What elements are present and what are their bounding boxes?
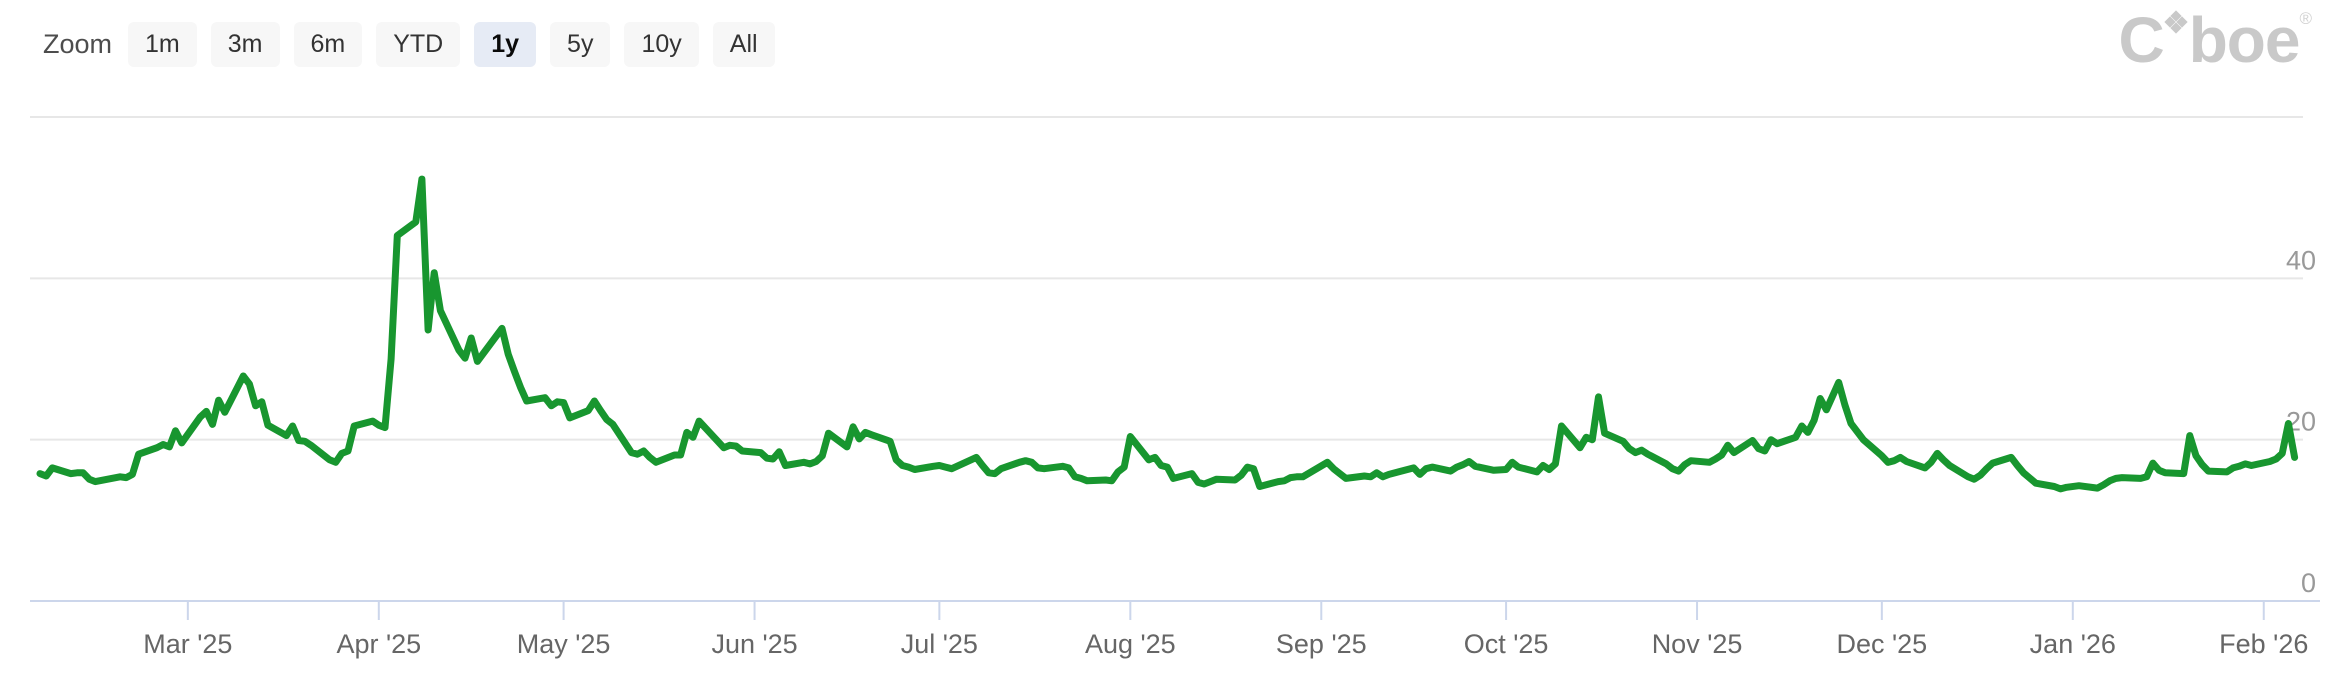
zoom-label: Zoom: [43, 29, 113, 59]
x-axis-label: Jan '26: [2030, 629, 2116, 659]
x-axis-label: Sep '25: [1276, 629, 1367, 659]
zoom-toolbar: Zoom 1m 3m 6m YTD 1y 5y 10y All: [43, 22, 775, 67]
y-axis-label-0: 0: [2301, 568, 2316, 598]
x-axis-label: May '25: [517, 629, 611, 659]
x-axis-label: Jul '25: [901, 629, 978, 659]
cboe-logo-boe: boe: [2188, 4, 2301, 76]
zoom-button-10y[interactable]: 10y: [624, 22, 699, 67]
zoom-button-ytd[interactable]: YTD: [376, 22, 461, 67]
registered-trademark: ®: [2299, 9, 2312, 28]
zoom-button-all[interactable]: All: [712, 22, 775, 67]
zoom-button-3m[interactable]: 3m: [210, 22, 280, 67]
zoom-button-6m[interactable]: 6m: [293, 22, 363, 67]
x-axis-label: Apr '25: [336, 629, 421, 659]
vix-series-line: [36, 175, 2299, 493]
x-axis-label: Nov '25: [1652, 629, 1743, 659]
zoom-button-group: 1m 3m 6m YTD 1y 5y 10y All: [128, 22, 775, 67]
y-axis-label-40: 40: [2286, 245, 2316, 275]
x-axis-label: Oct '25: [1464, 629, 1549, 659]
cboe-logo-c: C: [2118, 4, 2164, 76]
zoom-button-1m[interactable]: 1m: [128, 22, 197, 67]
x-axis-label: Mar '25: [143, 629, 232, 659]
x-axis-label: Jun '25: [711, 629, 797, 659]
x-axis-label: Feb '26: [2219, 629, 2308, 659]
x-axis-label: Dec '25: [1836, 629, 1927, 659]
zoom-button-5y[interactable]: 5y: [550, 22, 611, 67]
x-axis-label: Aug '25: [1085, 629, 1176, 659]
zoom-button-1y[interactable]: 1y: [474, 22, 537, 67]
